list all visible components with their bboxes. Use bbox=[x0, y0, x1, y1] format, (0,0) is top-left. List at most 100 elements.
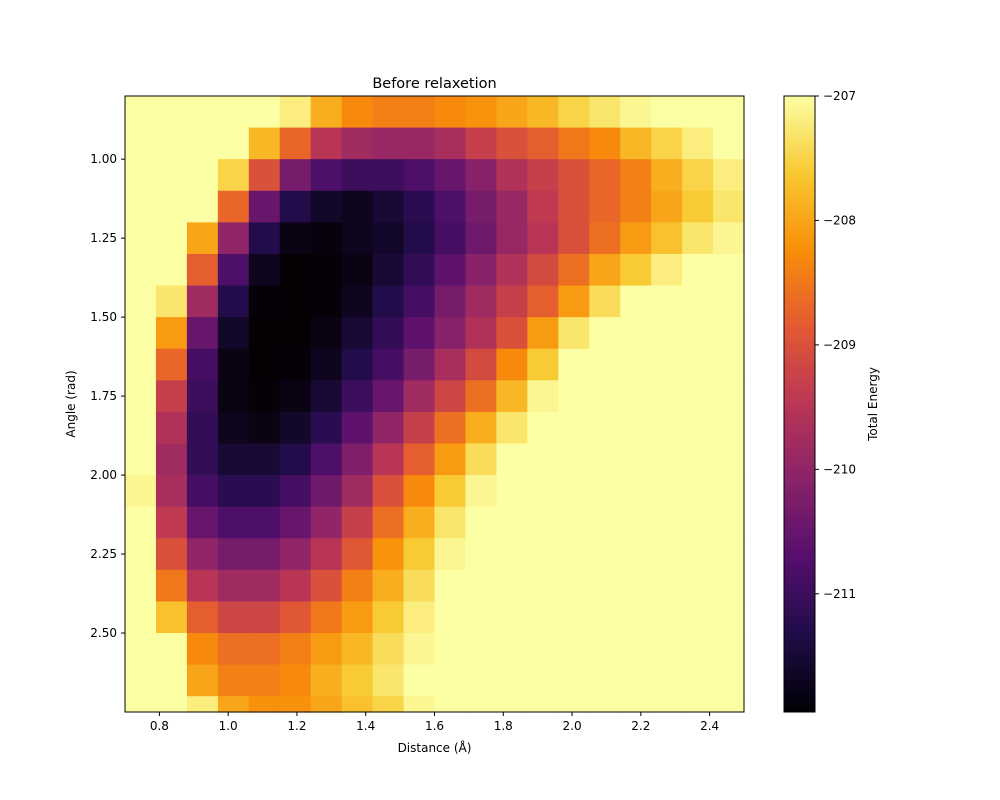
heatmap-cell bbox=[558, 633, 590, 666]
heatmap-cell bbox=[682, 538, 714, 571]
heatmap-cell bbox=[558, 222, 590, 255]
heatmap-cell bbox=[558, 664, 590, 697]
heatmap-cell bbox=[651, 569, 683, 603]
colorbar-tick-label: −207 bbox=[823, 89, 856, 103]
heatmap-cell bbox=[186, 411, 219, 445]
heatmap-cell bbox=[279, 317, 312, 350]
heatmap-cell bbox=[186, 538, 219, 571]
heatmap-cell bbox=[434, 506, 467, 539]
heatmap-cell bbox=[589, 696, 621, 713]
heatmap-cell bbox=[403, 380, 436, 413]
heatmap-cell bbox=[527, 696, 559, 713]
heatmap-cell bbox=[558, 190, 590, 223]
heatmap-cell bbox=[558, 538, 590, 571]
heatmap-cell bbox=[496, 411, 528, 445]
heatmap-cell bbox=[310, 411, 343, 445]
heatmap-cell bbox=[496, 127, 528, 160]
heatmap-cell bbox=[589, 127, 621, 160]
heatmap-cell bbox=[217, 538, 250, 571]
heatmap-cell bbox=[465, 253, 497, 287]
heatmap-cell bbox=[125, 96, 157, 129]
heatmap-cell bbox=[248, 569, 281, 603]
heatmap-cell bbox=[465, 348, 497, 381]
heatmap-cell bbox=[341, 96, 374, 129]
heatmap-cell bbox=[527, 380, 559, 413]
heatmap-cell bbox=[682, 696, 714, 713]
heatmap-cell bbox=[403, 253, 436, 287]
heatmap-cell bbox=[682, 411, 714, 445]
heatmap-cell bbox=[713, 664, 745, 697]
heatmap-cell bbox=[403, 696, 436, 713]
heatmap-cell bbox=[341, 664, 374, 697]
colorbar bbox=[783, 95, 816, 713]
heatmap-cell bbox=[558, 96, 590, 129]
x-tick-label: 1.2 bbox=[287, 719, 306, 733]
heatmap-cell bbox=[186, 696, 219, 713]
heatmap-cell bbox=[279, 380, 312, 413]
heatmap-cell bbox=[434, 601, 467, 634]
heatmap-cell bbox=[434, 348, 467, 381]
heatmap-cell bbox=[155, 127, 188, 160]
heatmap-cell bbox=[310, 633, 343, 666]
heatmap-cell bbox=[279, 253, 312, 287]
heatmap-cell bbox=[125, 601, 157, 634]
heatmap-cell bbox=[217, 633, 250, 666]
y-axis-label: Angle (rad) bbox=[64, 370, 78, 437]
heatmap-cell bbox=[620, 190, 652, 223]
heatmap-cell bbox=[155, 411, 188, 445]
heatmap-cell bbox=[372, 222, 405, 255]
heatmap-cell bbox=[589, 569, 621, 603]
heatmap-cell bbox=[403, 285, 436, 318]
heatmap-cell bbox=[125, 664, 157, 697]
heatmap-cell bbox=[682, 380, 714, 413]
heatmap-cell bbox=[651, 96, 683, 129]
heatmap-cell bbox=[372, 317, 405, 350]
heatmap-cell bbox=[372, 190, 405, 223]
heatmap-cell bbox=[713, 696, 745, 713]
heatmap-cell bbox=[372, 696, 405, 713]
heatmap-cell bbox=[620, 538, 652, 571]
colorbar-tick-label: −208 bbox=[823, 213, 856, 227]
heatmap-cell bbox=[155, 475, 188, 508]
x-axis: 0.8 1.0 1.2 1.4 1.6 1.8 2.0 2.2 2.4 bbox=[150, 712, 719, 733]
heatmap-cell bbox=[558, 569, 590, 603]
heatmap-cell bbox=[279, 569, 312, 603]
heatmap-cell bbox=[527, 569, 559, 603]
heatmap-cell bbox=[155, 348, 188, 381]
heatmap-cell bbox=[186, 664, 219, 697]
heatmap-cell bbox=[682, 348, 714, 381]
heatmap-cell bbox=[403, 633, 436, 666]
heatmap-cell bbox=[248, 317, 281, 350]
colorbar-label: Total Energy bbox=[866, 367, 880, 442]
heatmap-cell bbox=[372, 380, 405, 413]
chart-title: Before relaxetion bbox=[372, 76, 496, 92]
heatmap-cell bbox=[279, 601, 312, 634]
heatmap-cell bbox=[713, 411, 745, 445]
heatmap-cell bbox=[434, 664, 467, 697]
heatmap-cell bbox=[279, 96, 312, 129]
heatmap-cell bbox=[682, 253, 714, 287]
heatmap-cell bbox=[558, 696, 590, 713]
heatmap-cell bbox=[125, 222, 157, 255]
heatmap-cell bbox=[217, 380, 250, 413]
heatmap-cell bbox=[434, 475, 467, 508]
heatmap-cell bbox=[589, 538, 621, 571]
heatmap-cell bbox=[155, 633, 188, 666]
heatmap-cell bbox=[279, 696, 312, 713]
heatmap-cell bbox=[248, 127, 281, 160]
heatmap-cell bbox=[310, 285, 343, 318]
heatmap-cell bbox=[496, 348, 528, 381]
heatmap-cell bbox=[651, 348, 683, 381]
heatmap-cell bbox=[155, 190, 188, 223]
heatmap-cell bbox=[279, 411, 312, 445]
heatmap-cell bbox=[651, 253, 683, 287]
heatmap-cell bbox=[527, 601, 559, 634]
heatmap-cell bbox=[496, 443, 528, 476]
heatmap-cell bbox=[682, 569, 714, 603]
heatmap-cell bbox=[125, 569, 157, 603]
heatmap-cell bbox=[465, 380, 497, 413]
heatmap-cell bbox=[434, 569, 467, 603]
heatmap-cell bbox=[186, 96, 219, 129]
heatmap-cell bbox=[434, 159, 467, 192]
heatmap-cell bbox=[403, 569, 436, 603]
